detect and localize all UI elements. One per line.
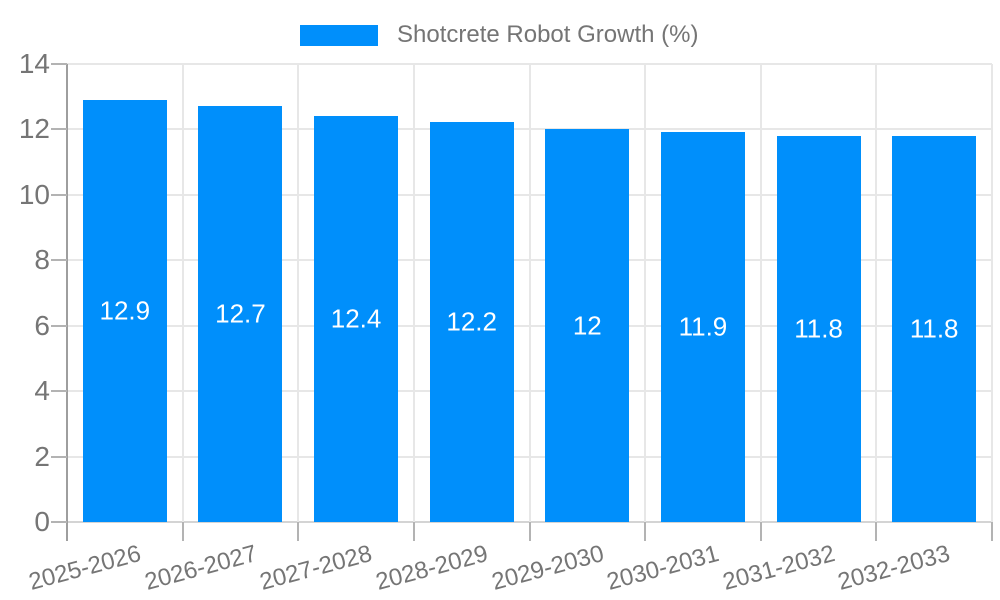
x-axis-tick-label: 2030-2031	[604, 540, 722, 596]
x-tick	[528, 522, 531, 541]
bar-value-label: 12.7	[215, 298, 266, 329]
bar-value-label: 11.8	[794, 313, 843, 344]
y-axis-tick-label: 14	[18, 47, 50, 79]
x-axis-tick-label: 2031-2032	[719, 540, 838, 596]
v-gridline	[181, 63, 184, 522]
v-gridline	[875, 63, 878, 522]
y-tick	[51, 193, 67, 196]
y-axis-tick-label: 2	[34, 440, 50, 472]
x-tick	[991, 522, 993, 541]
bar[interactable]	[545, 129, 630, 522]
y-tick	[51, 259, 67, 261]
y-axis-tick-label: 4	[34, 375, 50, 406]
bar-value-label: 11.9	[678, 311, 728, 342]
bar[interactable]	[892, 135, 977, 522]
bar[interactable]	[429, 122, 514, 522]
v-gridline	[644, 63, 647, 522]
x-axis-tick-label: 2029-2030	[488, 540, 607, 596]
y-tick	[51, 128, 67, 130]
x-tick	[297, 522, 300, 541]
y-axis-tick-label: 6	[34, 309, 50, 341]
y-tick	[51, 521, 67, 523]
y-axis-line	[66, 63, 68, 541]
v-gridline	[297, 63, 300, 522]
v-gridline	[759, 63, 762, 522]
x-tick	[181, 522, 184, 541]
y-tick	[51, 390, 67, 392]
bar[interactable]	[314, 115, 399, 522]
y-axis-tick-label: 12	[18, 113, 50, 144]
bar[interactable]	[660, 132, 745, 522]
bar-value-label: 12.2	[446, 306, 497, 337]
y-axis-tick-label: 8	[34, 244, 50, 275]
v-gridline	[528, 63, 531, 522]
bar-value-label: 11.8	[909, 313, 959, 344]
y-axis-tick-label: 0	[34, 506, 50, 537]
x-axis-tick-label: 2026-2027	[141, 540, 260, 596]
x-tick	[412, 522, 415, 541]
y-axis-tick-label: 10	[18, 178, 50, 210]
x-axis-tick-label: 2025-2026	[25, 540, 144, 596]
legend-label: Shotcrete Robot Growth (%)	[397, 21, 699, 48]
y-tick	[51, 455, 67, 458]
bar[interactable]	[776, 135, 861, 522]
bar-value-label: 12	[572, 310, 602, 340]
legend[interactable]: Shotcrete Robot Growth (%)	[300, 21, 698, 49]
x-tick	[644, 522, 647, 541]
legend-swatch-icon	[300, 24, 378, 46]
v-gridline	[412, 63, 415, 522]
x-tick	[875, 522, 878, 541]
v-gridline	[991, 63, 993, 522]
bar-value-label: 12.4	[330, 303, 382, 334]
x-axis-tick-label: 2032-2033	[835, 540, 954, 596]
bar[interactable]	[82, 99, 167, 522]
bar[interactable]	[198, 106, 283, 522]
y-tick	[51, 324, 67, 327]
bar-value-label: 12.9	[99, 295, 151, 326]
x-axis-tick-label: 2028-2029	[372, 540, 491, 596]
x-axis-tick-label: 2027-2028	[257, 540, 376, 596]
x-tick	[759, 522, 762, 541]
y-tick	[51, 62, 67, 65]
